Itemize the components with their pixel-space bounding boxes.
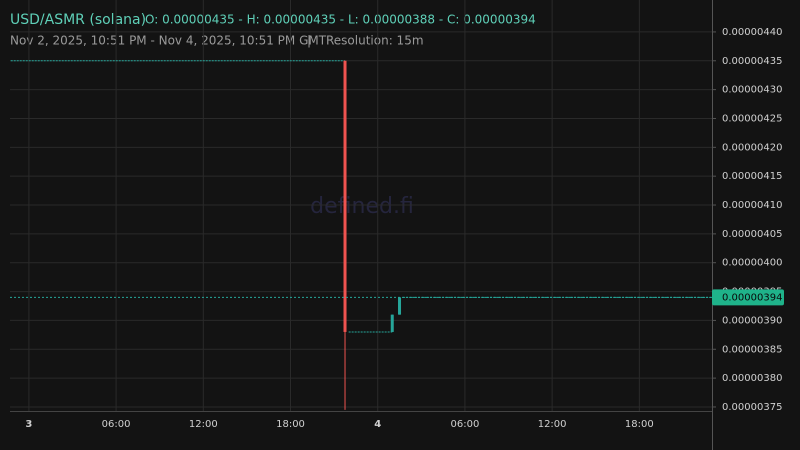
y-tick-label: 0.00000375 (722, 402, 782, 413)
candle-body (398, 297, 402, 315)
x-tick-label: 06:00 (102, 419, 131, 430)
y-tick-label: 0.00000400 (722, 258, 782, 269)
y-tick-label: 0.00000425 (722, 113, 782, 124)
separator: | (307, 34, 311, 48)
ohlc-legend: O: 0.00000435 - H: 0.00000435 - L: 0.000… (145, 13, 536, 27)
y-tick-label: 0.00000405 (722, 229, 782, 240)
watermark: defined.fi (310, 194, 414, 219)
x-tick-label: 4 (374, 419, 381, 430)
y-tick-label: 0.00000390 (722, 315, 782, 326)
y-tick-label: 0.00000385 (722, 344, 782, 355)
y-tick-label: 0.00000410 (722, 200, 782, 211)
candle-body (343, 60, 347, 332)
y-tick-label: 0.00000415 (722, 171, 782, 182)
resolution: Resolution: 15m (326, 34, 424, 48)
y-tick-label: 0.00000420 (722, 142, 782, 153)
y-tick-label: 0.00000435 (722, 56, 782, 67)
x-tick-label: 12:00 (538, 419, 567, 430)
last-price-box (712, 289, 784, 306)
chart-title: USD/ASMR (solana) (10, 12, 146, 28)
x-tick-label: 18:00 (276, 419, 305, 430)
y-tick-label: 0.00000430 (722, 85, 782, 96)
candle-body (390, 314, 394, 332)
last-price-label: 0.00000394 (722, 292, 782, 303)
x-tick-label: 06:00 (451, 419, 480, 430)
subtitle: Nov 2, 2025, 10:51 PM - Nov 4, 2025, 10:… (10, 34, 327, 48)
y-tick-label: 0.00000380 (722, 373, 782, 384)
y-tick-label: 0.00000440 (722, 27, 782, 38)
x-tick-label: 18:00 (625, 419, 654, 430)
x-tick-label: 3 (25, 419, 32, 430)
x-tick-label: 12:00 (189, 419, 218, 430)
